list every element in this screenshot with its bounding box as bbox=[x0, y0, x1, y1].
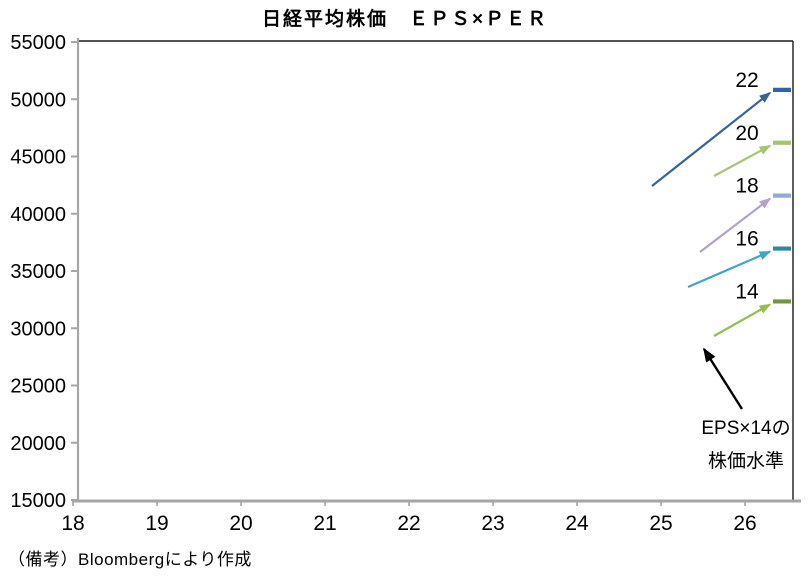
chart-title: 日経平均株価 ＥＰＳ×ＰＥＲ bbox=[261, 9, 549, 30]
per-arrow-14 bbox=[713, 303, 772, 337]
y-tick-label-45000: 45000 bbox=[10, 147, 66, 169]
per-label-22: 22 bbox=[735, 69, 758, 92]
per-label-16: 16 bbox=[735, 228, 758, 251]
x-tick-label-25: 25 bbox=[649, 512, 672, 535]
per-arrow-20 bbox=[713, 144, 772, 177]
x-tick-label-18: 18 bbox=[61, 512, 84, 535]
x-tick-label-20: 20 bbox=[229, 512, 252, 535]
y-tick-label-40000: 40000 bbox=[10, 204, 66, 226]
x-tick-label-26: 26 bbox=[733, 512, 756, 535]
y-tick-label-15000: 15000 bbox=[10, 490, 66, 512]
source-note: （備考）Bloombergにより作成 bbox=[8, 550, 252, 569]
eps14-annotation-line2: 株価水準 bbox=[707, 451, 784, 472]
per-label-18: 18 bbox=[735, 175, 758, 198]
x-tick-label-22: 22 bbox=[397, 512, 420, 535]
y-tick-label-30000: 30000 bbox=[10, 318, 66, 340]
y-tick-label-25000: 25000 bbox=[10, 376, 66, 398]
eps14-annotation: EPS×14の 株価水準 bbox=[686, 412, 806, 478]
per-label-14: 14 bbox=[735, 280, 759, 303]
y-tick-label-20000: 20000 bbox=[10, 433, 66, 455]
eps14-annotation-arrow bbox=[702, 347, 744, 410]
y-tick-label-35000: 35000 bbox=[10, 261, 66, 283]
y-tick-label-55000: 55000 bbox=[10, 32, 66, 54]
per-arrow-16 bbox=[687, 250, 772, 289]
x-tick-label-23: 23 bbox=[481, 512, 504, 535]
x-tick-label-24: 24 bbox=[565, 512, 589, 535]
x-tick-label-21: 21 bbox=[313, 512, 336, 535]
per-arrow-22 bbox=[651, 91, 772, 187]
y-tick-label-50000: 50000 bbox=[10, 89, 66, 111]
per-arrow-18 bbox=[699, 197, 772, 253]
per-label-20: 20 bbox=[735, 122, 758, 145]
eps14-annotation-line1: EPS×14の bbox=[701, 418, 791, 439]
x-tick-label-19: 19 bbox=[145, 512, 168, 535]
